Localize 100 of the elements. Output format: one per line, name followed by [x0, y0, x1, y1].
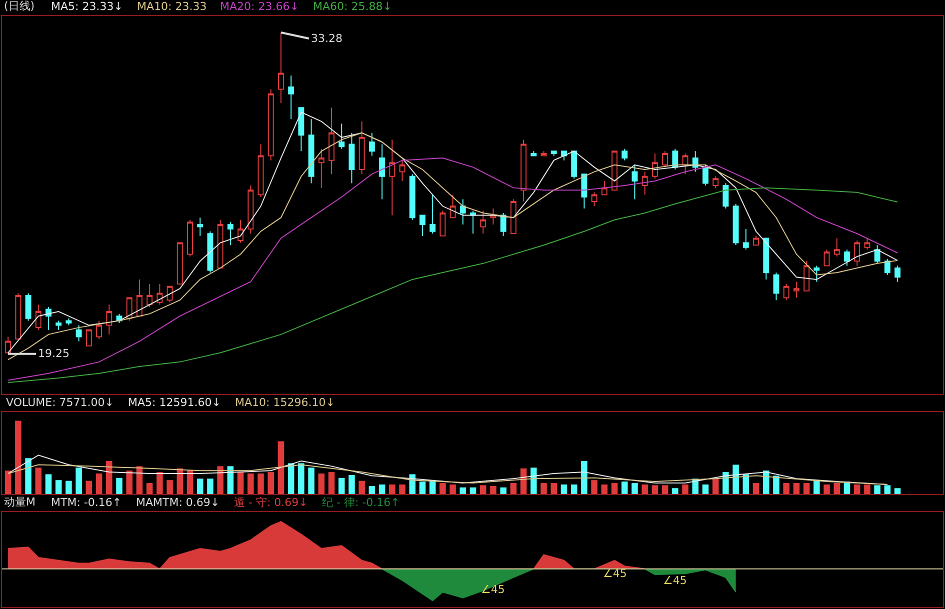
candlestick [571, 150, 578, 180]
bar [136, 466, 143, 494]
candlestick [793, 281, 800, 298]
bar [248, 474, 254, 494]
candlestick [540, 150, 547, 156]
candlestick [348, 132, 355, 184]
candlestick [824, 249, 830, 266]
text: MTM: -0.16↑ [51, 496, 122, 509]
candlestick [227, 222, 234, 246]
bar [560, 484, 568, 494]
candlestick [419, 214, 426, 236]
bar [601, 484, 608, 494]
bar [480, 485, 486, 494]
text: MA10: 15296.10↓ [235, 396, 335, 409]
candlestick [176, 242, 183, 285]
candlestick [46, 306, 52, 330]
bar [66, 480, 72, 494]
bar [752, 483, 760, 494]
text: 纪 - 律: -0.16↑ [322, 496, 400, 509]
candlestick [328, 107, 334, 175]
candlestick [248, 185, 254, 234]
candlestick [460, 198, 466, 225]
bar [874, 485, 880, 494]
candlestick [126, 297, 132, 322]
candlestick [35, 304, 42, 330]
bar [76, 468, 82, 494]
bar [500, 487, 506, 494]
bar [318, 474, 325, 494]
bar [632, 483, 638, 494]
bar [581, 461, 588, 494]
bar [662, 485, 668, 494]
bar [166, 480, 173, 494]
candlestick [76, 324, 82, 342]
candlestick [5, 336, 12, 354]
candlestick [187, 219, 193, 258]
candlestick [753, 235, 759, 246]
candlestick [430, 194, 436, 234]
candlestick [197, 217, 204, 236]
candlestick [450, 194, 456, 218]
bar [328, 472, 335, 494]
candlestick [156, 284, 163, 306]
annotation: 33.28 [311, 32, 342, 45]
candlestick [338, 123, 345, 150]
candlestick [854, 240, 860, 266]
candlestick [500, 212, 506, 236]
annotation: ∠45 [663, 574, 687, 587]
candlestick [298, 107, 304, 152]
chart-title: 动量M [4, 496, 36, 509]
bar [894, 488, 901, 494]
bar [86, 480, 92, 494]
candlestick [834, 238, 840, 258]
candlestick [712, 176, 719, 188]
bar [378, 484, 386, 494]
bar [15, 420, 22, 494]
candlestick [550, 150, 557, 156]
candlestick [874, 244, 880, 264]
bar [510, 483, 517, 494]
bar [672, 488, 678, 494]
candlestick [86, 329, 92, 346]
bar [642, 484, 648, 494]
candlestick [368, 132, 375, 156]
bar [237, 472, 244, 494]
bar [106, 461, 112, 494]
bar [834, 483, 840, 494]
candlestick [844, 249, 850, 266]
text: MA60: 25.88↓ [313, 0, 392, 13]
candlestick [358, 120, 365, 175]
candlestick [288, 75, 294, 120]
bar [550, 483, 557, 494]
candlestick [884, 258, 890, 276]
candlestick [530, 150, 537, 156]
candlestick [136, 278, 142, 317]
bar [460, 487, 466, 494]
candlestick [672, 148, 678, 170]
bar [258, 474, 264, 494]
bar [793, 483, 800, 494]
candlestick [692, 150, 698, 172]
candlestick [814, 265, 820, 282]
candlestick [864, 238, 870, 250]
bar [156, 472, 163, 494]
bar [358, 480, 365, 494]
bar [196, 478, 204, 494]
candlestick [662, 150, 668, 168]
bar [268, 472, 274, 494]
bar [35, 468, 42, 494]
bar [864, 484, 870, 494]
bar [803, 483, 810, 494]
candlestick [166, 286, 173, 303]
bar [490, 486, 496, 494]
bar [25, 458, 32, 494]
candlestick [773, 272, 780, 301]
bar [712, 478, 719, 494]
candlestick [612, 150, 618, 191]
candlestick [278, 32, 284, 104]
bar [652, 485, 658, 494]
chart-title: (日线) [4, 0, 35, 13]
candlestick [238, 219, 244, 244]
bar [146, 483, 153, 494]
candlestick [217, 219, 224, 268]
bar [732, 464, 739, 494]
